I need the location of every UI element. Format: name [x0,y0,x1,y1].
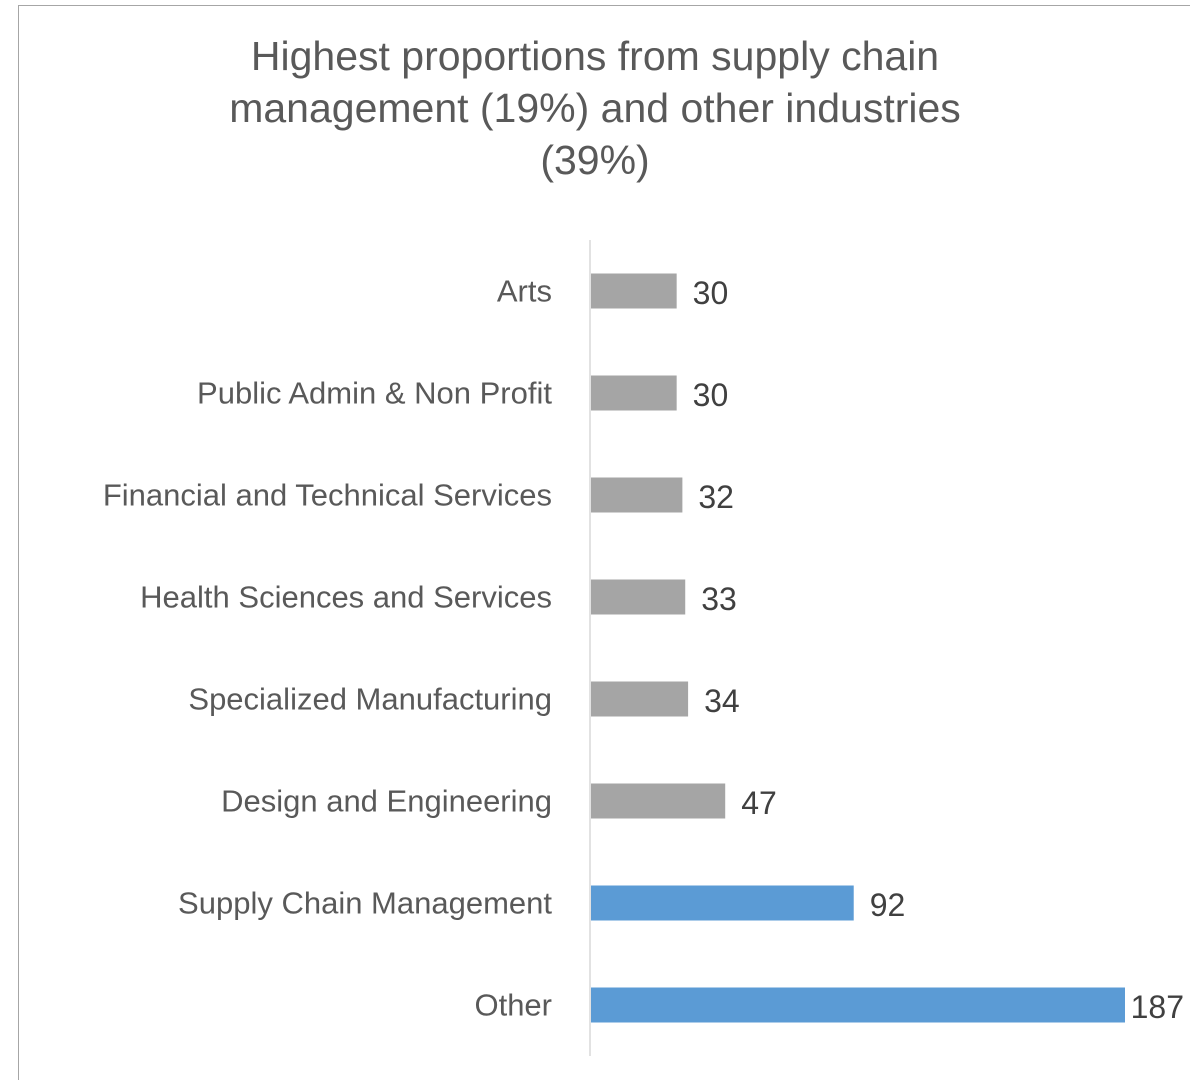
value-label-design-and-engineering: 47 [741,785,777,821]
category-label-health-sciences-and-services: Health Sciences and Services [140,580,552,615]
bar-design-and-engineering [591,783,726,819]
value-label-health-sciences-and-services: 33 [701,581,737,617]
chart-title: Highest proportions from supply chain ma… [0,30,1190,186]
category-label-specialized-manufacturing: Specialized Manufacturing [188,682,552,717]
bar-specialized-manufacturing [591,681,689,717]
bar-public-admin-non-profit [591,375,677,411]
category-label-supply-chain-management: Supply Chain Management [178,886,552,921]
value-label-public-admin-non-profit: 30 [693,377,729,413]
bar-financial-and-technical-services [591,477,683,513]
category-label-financial-and-technical-services: Financial and Technical Services [103,478,552,513]
value-label-financial-and-technical-services: 32 [698,479,734,515]
chart-title-line-3: (39%) [540,137,650,183]
bar-supply-chain-management [591,885,854,921]
value-label-arts: 30 [693,275,729,311]
bar-other [591,987,1125,1023]
bar-health-sciences-and-services [591,579,686,615]
category-label-arts: Arts [497,274,552,309]
value-label-specialized-manufacturing: 34 [704,683,740,719]
category-label-design-and-engineering: Design and Engineering [221,784,552,819]
chart-title-line-2: management (19%) and other industries [229,85,961,131]
value-label-other: 187 [1131,989,1184,1025]
value-label-supply-chain-management: 92 [870,887,906,923]
bar-group: Arts 30 Public Admin & Non Profit 30 Financi… [103,273,1184,1025]
category-label-other: Other [474,988,552,1023]
category-label-public-admin-non-profit: Public Admin & Non Profit [197,376,552,411]
chart-title-line-1: Highest proportions from supply chain [250,33,940,79]
bar-arts [591,273,677,309]
